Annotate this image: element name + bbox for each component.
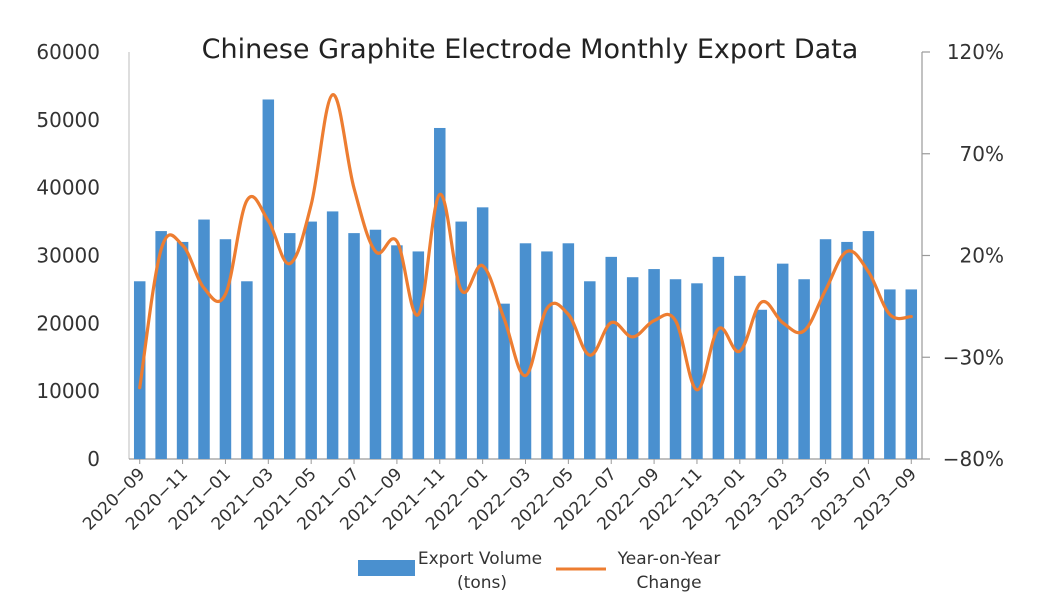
bar: [498, 303, 510, 459]
bar: [626, 277, 639, 459]
bar: [755, 309, 768, 459]
bar: [712, 256, 725, 459]
left-tick-label: 20000: [36, 311, 100, 335]
legend-bar-swatch: [358, 560, 415, 576]
bar: [133, 281, 146, 459]
legend-bar-label-line2: (tons): [457, 573, 507, 593]
bar: [326, 211, 339, 459]
right-axis-ticks: −80% −30% 20% 70% 120%: [922, 40, 1004, 471]
legend-bar-label-line1: Export Volume: [418, 549, 542, 569]
bar: [691, 283, 703, 459]
bar: [605, 256, 617, 459]
bar: [776, 263, 789, 459]
legend-line-label-line2: Change: [636, 573, 701, 593]
bar: [905, 289, 918, 459]
bar: [283, 233, 296, 459]
bar: [541, 251, 553, 459]
yoy-line: [138, 93, 913, 392]
bar: [734, 275, 746, 459]
right-tick-label: 70%: [960, 142, 1004, 166]
legend-line-label-line1: Year-on-Year: [617, 549, 721, 569]
bar: [412, 251, 425, 459]
left-tick-label: 60000: [36, 40, 100, 64]
right-tick-label: 20%: [960, 244, 1004, 268]
bar: [798, 279, 810, 459]
right-tick-label: −80%: [943, 447, 1004, 471]
bar: [434, 127, 446, 459]
bar: [584, 281, 596, 459]
bar: [669, 279, 682, 459]
bar-series: [133, 99, 918, 459]
bar: [198, 219, 210, 459]
bar: [562, 243, 575, 459]
bar: [305, 221, 317, 459]
bar: [841, 241, 853, 459]
bar: [241, 281, 253, 459]
bar: [519, 243, 532, 459]
bar: [819, 239, 832, 459]
right-tick-label: −30%: [943, 345, 1004, 369]
left-tick-label: 0: [87, 447, 100, 471]
bar: [262, 99, 275, 459]
left-tick-label: 40000: [36, 176, 100, 200]
left-axis-ticks: 0 10000 20000 30000 40000 50000 60000: [36, 40, 100, 471]
legend: Export Volume (tons) Year-on-Year Change: [358, 549, 720, 593]
bar: [176, 241, 189, 459]
bar: [348, 233, 360, 459]
x-axis-ticks: 2020−092020−112021−012021−032021−052021−…: [79, 459, 921, 534]
left-tick-label: 50000: [36, 108, 100, 132]
bar: [155, 231, 167, 459]
bar: [369, 229, 382, 459]
bar: [391, 245, 403, 459]
chart-title: Chinese Graphite Electrode Monthly Expor…: [202, 34, 859, 65]
left-tick-label: 30000: [36, 244, 100, 268]
bar: [648, 269, 660, 459]
bar: [476, 207, 489, 459]
bar: [219, 239, 232, 459]
left-tick-label: 10000: [36, 379, 100, 403]
bar: [862, 231, 875, 459]
right-tick-label: 120%: [947, 40, 1004, 64]
bar: [455, 221, 467, 459]
line-series: [138, 93, 913, 392]
bar: [884, 289, 896, 459]
